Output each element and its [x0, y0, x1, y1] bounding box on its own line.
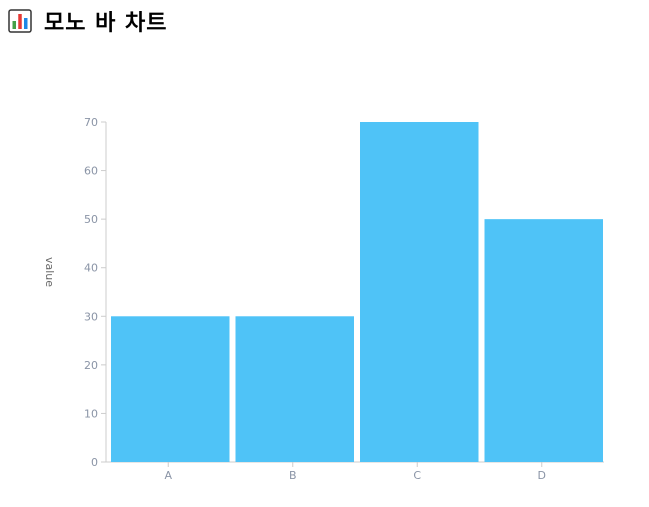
y-tick-label: 0 [91, 456, 98, 469]
page-title: 모노 바 차트 [44, 11, 168, 36]
y-tick-label: 60 [84, 165, 98, 178]
y-tick-label: 20 [84, 359, 98, 372]
y-tick-label: 40 [84, 262, 98, 275]
x-tick-label: C [413, 469, 421, 482]
bars [111, 122, 603, 462]
y-tick-label: 30 [84, 310, 98, 323]
bar-D[interactable] [484, 219, 604, 462]
y-axis-label: value [43, 257, 56, 287]
x-axis: A B C D [106, 461, 604, 482]
x-tick-label: B [289, 469, 297, 482]
bar-chart-icon [8, 9, 32, 33]
bar-A[interactable] [111, 316, 230, 462]
header: 모노 바 차트 [8, 4, 168, 38]
y-tick-label: 70 [84, 116, 98, 129]
y-axis: 0 10 20 30 40 50 60 70 [84, 116, 107, 469]
y-tick-label: 10 [84, 407, 98, 420]
x-tick-label: D [538, 469, 546, 482]
y-tick-label: 50 [84, 213, 98, 226]
bar-C[interactable] [360, 122, 479, 462]
x-tick-label: A [164, 469, 172, 482]
bar-B[interactable] [235, 316, 355, 462]
